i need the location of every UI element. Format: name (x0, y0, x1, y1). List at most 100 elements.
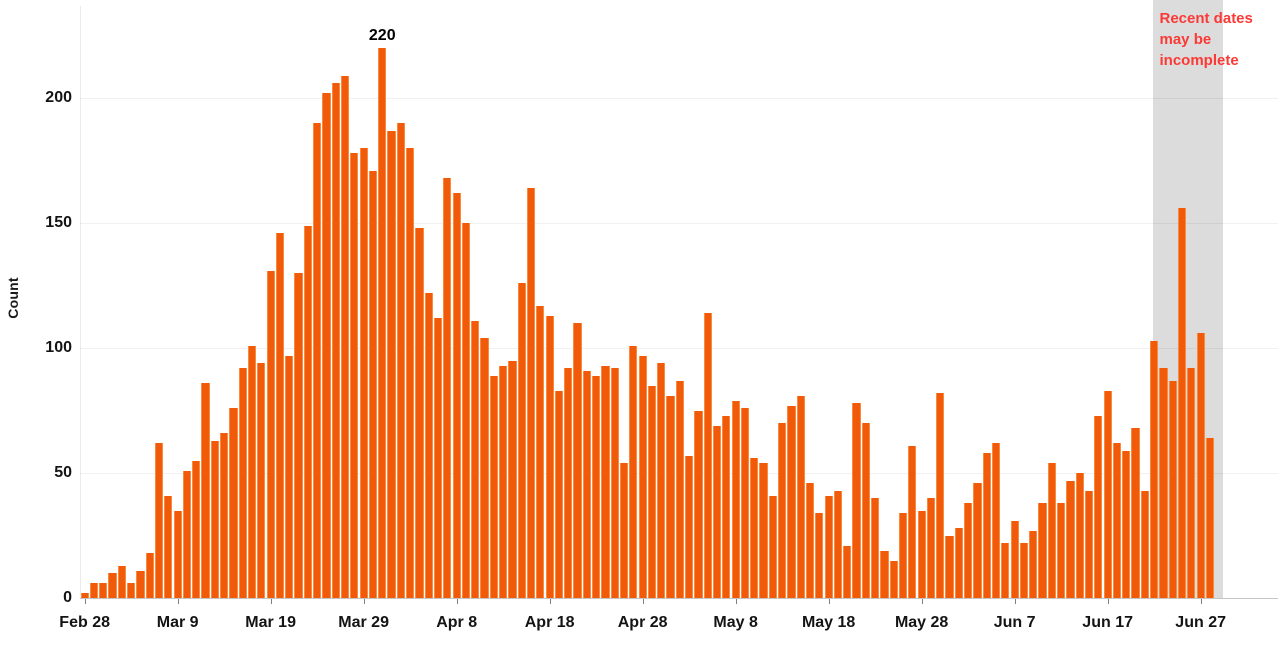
bar-day-69 (722, 415, 731, 598)
x-tick-label-12: Jun 27 (1175, 614, 1226, 631)
bar-day-113 (1131, 428, 1140, 598)
bar-day-60 (638, 355, 647, 598)
bar-day-19 (257, 363, 266, 598)
bar-day-7 (145, 553, 154, 598)
bar-day-88 (898, 513, 908, 598)
bar-day-72 (750, 458, 759, 598)
bar-day-111 (1112, 443, 1122, 598)
bar-day-26 (322, 93, 331, 598)
bar-day-112 (1122, 450, 1131, 598)
bar-day-30 (359, 148, 368, 598)
x-tick-mark-12 (1200, 599, 1202, 604)
bar-day-100 (1010, 520, 1019, 598)
x-tick-mark-8 (828, 599, 830, 604)
bar-day-56 (601, 365, 610, 598)
bar-day-43 (480, 338, 489, 598)
bar-day-28 (340, 75, 350, 598)
bar-day-120 (1196, 333, 1205, 598)
bar-day-58 (619, 463, 629, 598)
x-tick-mark-6 (642, 599, 644, 604)
bar-day-71 (740, 408, 750, 598)
bar-day-65 (685, 455, 694, 598)
gridline-150 (80, 223, 1278, 224)
y-axis-title: Count (5, 277, 21, 319)
y-axis-line (80, 6, 81, 598)
bar-day-48 (526, 188, 536, 598)
x-tick-mark-9 (921, 599, 923, 604)
bar-day-78 (805, 483, 815, 598)
bar-day-20 (266, 270, 275, 598)
x-tick-mark-3 (363, 599, 365, 604)
bar-day-99 (1001, 543, 1010, 598)
x-tick-mark-1 (177, 599, 179, 604)
x-tick-mark-7 (735, 599, 737, 604)
bar-day-14 (210, 440, 219, 598)
bar-day-119 (1187, 368, 1196, 598)
bar-day-63 (666, 395, 675, 598)
bar-day-0 (80, 593, 89, 598)
bar-day-50 (545, 315, 554, 598)
bar-day-39 (443, 178, 452, 598)
x-tick-label-9: May 28 (894, 614, 949, 631)
bar-day-54 (582, 370, 591, 598)
bar-day-117 (1168, 380, 1177, 598)
x-axis-line (80, 598, 1278, 599)
bar-day-13 (201, 383, 210, 598)
bar-day-10 (173, 510, 182, 598)
bar-day-90 (917, 510, 926, 598)
bar-day-31 (368, 170, 378, 598)
bar-day-44 (489, 375, 498, 598)
bar-day-96 (973, 483, 982, 598)
x-tick-mark-11 (1107, 599, 1109, 604)
y-tick-label-150: 150 (45, 214, 72, 231)
bar-day-11 (182, 470, 192, 598)
bar-day-103 (1038, 503, 1047, 598)
bar-day-22 (285, 355, 294, 598)
x-tick-mark-10 (1014, 599, 1016, 604)
bar-day-86 (880, 550, 889, 598)
bar-day-12 (192, 460, 201, 598)
bar-day-82 (843, 545, 852, 598)
bar-day-32 (378, 48, 387, 598)
bar-day-21 (275, 233, 285, 598)
bar-day-97 (982, 453, 991, 598)
bar-day-102 (1029, 530, 1038, 598)
bar-day-105 (1057, 503, 1066, 598)
x-tick-mark-5 (549, 599, 551, 604)
bar-day-108 (1084, 490, 1094, 598)
bar-day-62 (657, 363, 666, 598)
bar-day-74 (768, 495, 777, 598)
bar-day-80 (824, 495, 833, 598)
bar-day-27 (331, 83, 340, 598)
bar-day-41 (461, 223, 471, 598)
bar-day-87 (889, 560, 898, 598)
recent-dates-note-line1: Recent dates (1159, 10, 1253, 27)
x-tick-label-10: Jun 7 (993, 614, 1036, 631)
bar-day-95 (964, 503, 973, 598)
bar-day-37 (424, 293, 433, 598)
y-tick-label-0: 0 (63, 589, 72, 606)
bar-day-47 (517, 283, 526, 598)
y-tick-label-200: 200 (45, 89, 72, 106)
x-tick-mark-0 (84, 599, 86, 604)
bar-day-92 (936, 393, 945, 598)
bar-day-18 (247, 345, 257, 598)
bar-day-17 (238, 368, 247, 598)
bar-day-8 (154, 443, 164, 598)
bar-day-15 (220, 433, 229, 598)
bar-day-89 (908, 445, 917, 598)
bar-day-42 (471, 320, 480, 598)
bar-day-93 (945, 535, 954, 598)
bar-day-16 (229, 408, 238, 598)
bar-day-9 (164, 495, 173, 598)
y-tick-label-50: 50 (54, 464, 72, 481)
bar-day-38 (433, 318, 443, 598)
bar-day-83 (852, 403, 861, 598)
bar-day-94 (954, 528, 963, 598)
bar-day-29 (350, 153, 359, 598)
bar-day-52 (564, 368, 573, 598)
bar-day-33 (387, 130, 396, 598)
bar-day-53 (573, 323, 582, 598)
x-tick-label-4: Apr 8 (436, 614, 478, 631)
